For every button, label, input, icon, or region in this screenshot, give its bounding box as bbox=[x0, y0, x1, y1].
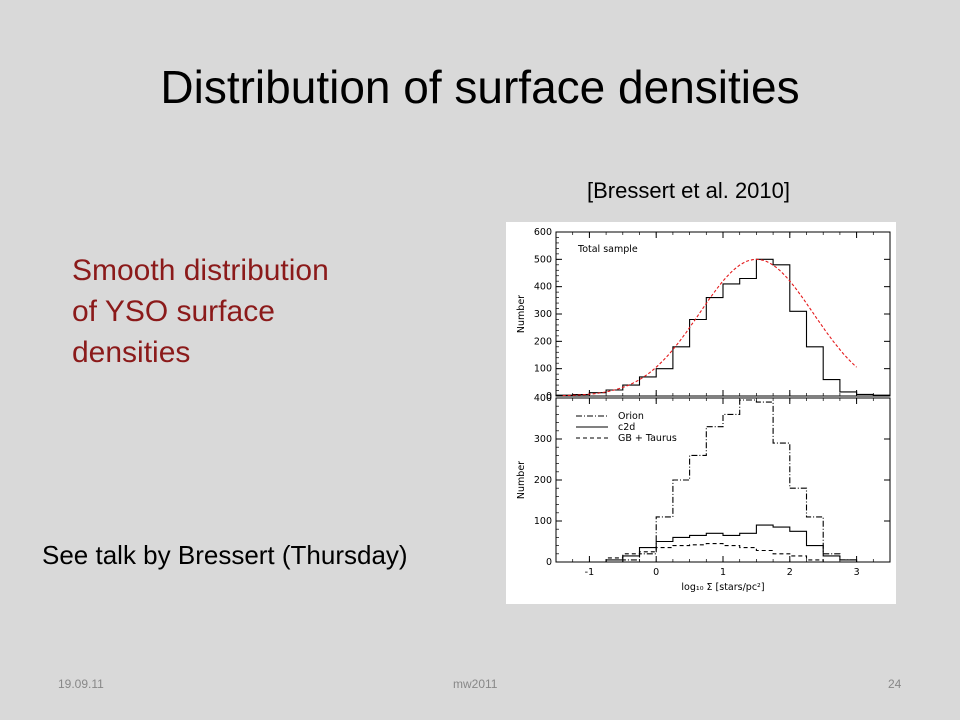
footer-page-number: 24 bbox=[888, 677, 902, 691]
ytick-label-top-600: 600 bbox=[534, 227, 552, 238]
histogram-bottom-orion bbox=[556, 399, 890, 563]
xtick-label-3: 3 bbox=[854, 567, 860, 578]
highlight-line-3: densities bbox=[72, 336, 191, 369]
ytick-label-top-300: 300 bbox=[534, 309, 552, 320]
citation: [Bressert et al. 2010] bbox=[587, 178, 790, 203]
xtick-label-1: 1 bbox=[720, 567, 726, 578]
footer-date: 19.09.11 bbox=[58, 677, 104, 691]
highlight-text: Smooth distribution of YSO surface densi… bbox=[72, 250, 452, 373]
xlabel: log₁₀ Σ [stars/pc²] bbox=[681, 582, 764, 593]
ylabel-top: Number bbox=[516, 295, 527, 333]
histogram-figure: 0 100 200 300 400 500 600 Number Total sample 0 10… bbox=[506, 222, 896, 604]
ytick-label-bottom-300: 300 bbox=[534, 434, 552, 445]
panel-bottom-frame bbox=[555, 397, 891, 563]
talk-note: See talk by Bressert (Thursday) bbox=[42, 540, 408, 570]
ytick-label-bottom-400: 400 bbox=[534, 393, 552, 404]
ytick-label-bottom-0: 0 bbox=[546, 557, 552, 568]
ytick-label-top-0: 0 bbox=[546, 391, 552, 402]
legend-label-orion: Orion bbox=[618, 411, 644, 422]
histogram-top-total bbox=[555, 258, 890, 396]
ytick-label-top-500: 500 bbox=[534, 254, 552, 265]
highlight-line-1: Smooth distribution bbox=[72, 254, 329, 287]
xtick-label--1: -1 bbox=[585, 567, 594, 578]
footer-event: mw2011 bbox=[453, 677, 498, 691]
panel-top-frame bbox=[555, 231, 891, 397]
legend-label-gb-taurus: GB + Taurus bbox=[618, 433, 677, 444]
slide-title: Distribution of surface densities bbox=[160, 61, 800, 113]
ytick-label-bottom-100: 100 bbox=[534, 516, 552, 527]
ytick-label-top-100: 100 bbox=[534, 364, 552, 375]
gaussian-fit-curve bbox=[562, 258, 857, 397]
ytick-label-top-200: 200 bbox=[534, 336, 552, 347]
panel-annotation-total-sample: Total sample bbox=[577, 244, 638, 255]
ylabel-bottom: Number bbox=[516, 461, 527, 499]
ytick-label-top-400: 400 bbox=[534, 282, 552, 293]
legend-label-c2d: c2d bbox=[618, 422, 635, 433]
xtick-label-0: 0 bbox=[653, 567, 659, 578]
histogram-bottom-gb-taurus bbox=[556, 543, 890, 563]
xtick-label-2: 2 bbox=[787, 567, 793, 578]
highlight-line-2: of YSO surface bbox=[72, 295, 275, 328]
ytick-label-bottom-200: 200 bbox=[534, 475, 552, 486]
